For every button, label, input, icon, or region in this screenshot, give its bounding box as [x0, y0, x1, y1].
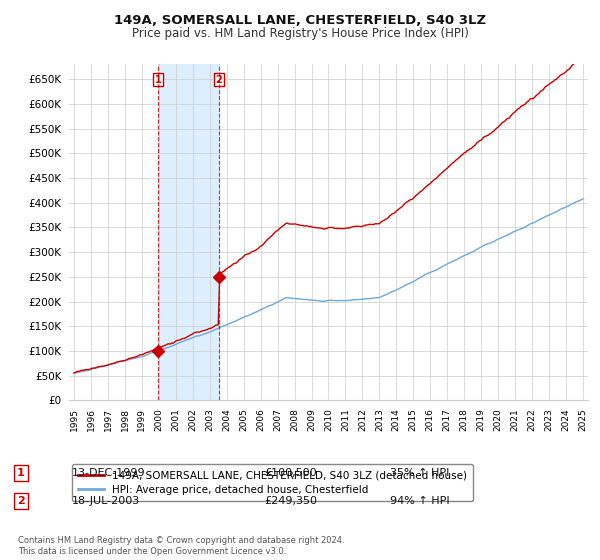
Text: 35% ↑ HPI: 35% ↑ HPI: [390, 468, 449, 478]
Text: Contains HM Land Registry data © Crown copyright and database right 2024.
This d: Contains HM Land Registry data © Crown c…: [18, 536, 344, 556]
Text: £249,350: £249,350: [264, 496, 317, 506]
Text: 149A, SOMERSALL LANE, CHESTERFIELD, S40 3LZ: 149A, SOMERSALL LANE, CHESTERFIELD, S40 …: [114, 14, 486, 27]
Text: 1: 1: [155, 74, 161, 85]
Legend: 149A, SOMERSALL LANE, CHESTERFIELD, S40 3LZ (detached house), HPI: Average price: 149A, SOMERSALL LANE, CHESTERFIELD, S40 …: [71, 464, 473, 501]
Text: Price paid vs. HM Land Registry's House Price Index (HPI): Price paid vs. HM Land Registry's House …: [131, 27, 469, 40]
Text: 18-JUL-2003: 18-JUL-2003: [72, 496, 140, 506]
Text: 1: 1: [17, 468, 25, 478]
Bar: [158, 64, 219, 400]
Text: 94% ↑ HPI: 94% ↑ HPI: [390, 496, 449, 506]
Text: 2: 2: [17, 496, 25, 506]
Text: 2: 2: [215, 74, 223, 85]
Text: 13-DEC-1999: 13-DEC-1999: [72, 468, 146, 478]
Text: £100,500: £100,500: [264, 468, 317, 478]
